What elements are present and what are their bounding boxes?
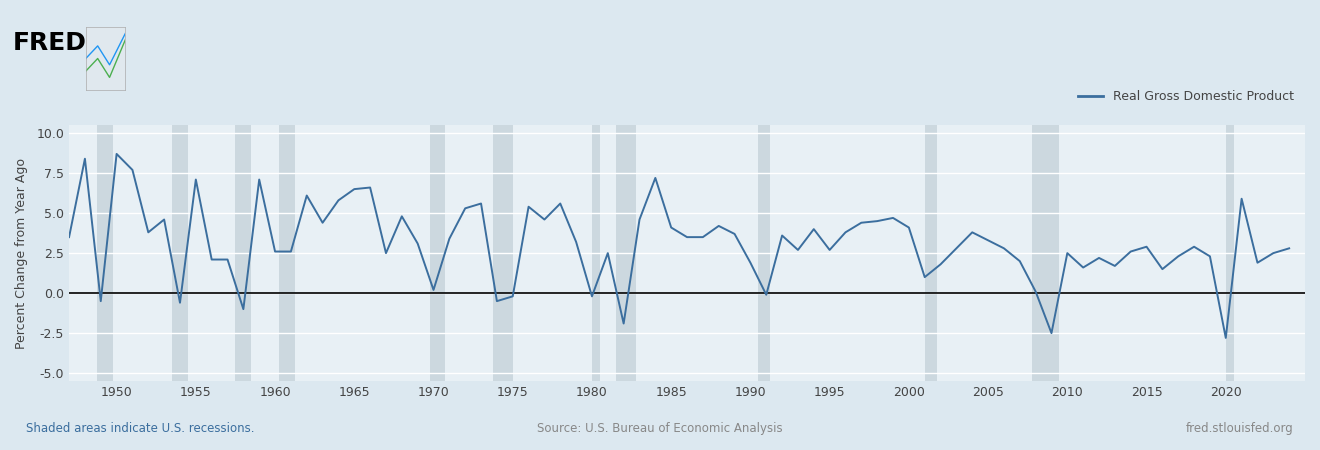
Text: Shaded areas indicate U.S. recessions.: Shaded areas indicate U.S. recessions. — [26, 422, 255, 435]
Y-axis label: Percent Change from Year Ago: Percent Change from Year Ago — [15, 158, 28, 349]
Bar — [925, 125, 937, 381]
Bar — [1032, 125, 1060, 381]
Bar — [279, 125, 294, 381]
Text: fred.stlouisfed.org: fred.stlouisfed.org — [1185, 422, 1294, 435]
Bar — [758, 125, 771, 381]
Bar — [591, 125, 599, 381]
Text: Source: U.S. Bureau of Economic Analysis: Source: U.S. Bureau of Economic Analysis — [537, 422, 783, 435]
Bar — [492, 125, 512, 381]
Bar — [615, 125, 635, 381]
Bar — [235, 125, 251, 381]
Bar — [172, 125, 187, 381]
Text: FRED: FRED — [13, 32, 87, 55]
Legend: Real Gross Domestic Product: Real Gross Domestic Product — [1073, 86, 1299, 108]
Bar — [96, 125, 112, 381]
Bar — [429, 125, 445, 381]
Bar — [1226, 125, 1234, 381]
